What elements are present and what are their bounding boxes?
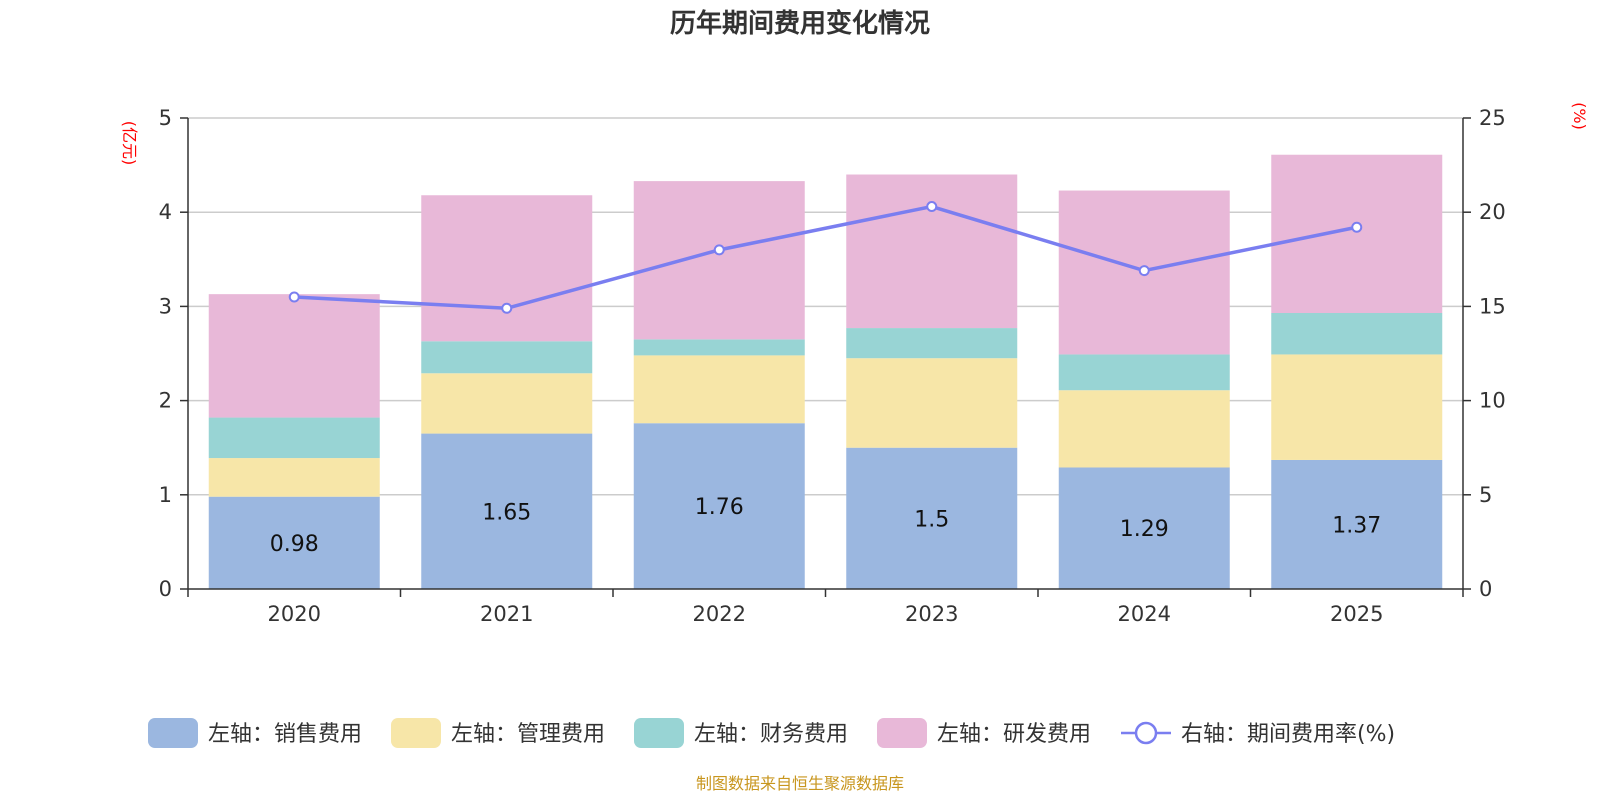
left-axis-tick-label: 5 (159, 106, 172, 130)
legend-label: 左轴：销售费用 (208, 722, 362, 747)
rate-point (288, 291, 300, 303)
rate-series-line (294, 204, 1358, 311)
legend-swatch (634, 718, 684, 748)
bar-segment (633, 355, 805, 424)
right-axis-tick-label: 25 (1479, 106, 1506, 130)
rate-point (926, 201, 938, 213)
source-note: 制图数据来自恒生聚源数据库 (696, 774, 904, 793)
bar-segment (633, 181, 805, 340)
right-axis-tick-label: 5 (1479, 483, 1492, 507)
left-axis-tick-label: 1 (159, 483, 172, 507)
legend: 左轴：销售费用 左轴：管理费用 左轴：财务费用 左轴：研发费用 右轴：期间费用率(%) (148, 718, 1395, 748)
bar-data-label: 1.76 (695, 495, 744, 520)
x-axis-tick-label: 2021 (480, 602, 533, 626)
bar-segment (421, 195, 593, 342)
legend-swatch (877, 718, 927, 748)
rate-point (1138, 265, 1150, 277)
bar-segment (846, 358, 1018, 448)
right-axis-tick-label: 0 (1479, 577, 1492, 601)
bar-segment (1058, 467, 1230, 589)
x-axis-tick-label: 2025 (1330, 602, 1383, 626)
legend-label: 左轴：财务费用 (694, 722, 848, 747)
legend-marker (1134, 721, 1158, 745)
bar-data-label: 1.29 (1120, 517, 1169, 542)
right-axis-tick-label: 15 (1479, 294, 1506, 318)
bar-segment (633, 423, 805, 589)
gridlines (188, 117, 1463, 496)
bar-segment (421, 341, 593, 374)
left-axis-unit-label: (亿元) (120, 121, 139, 166)
bar-segment (208, 294, 380, 418)
x-axis-tick-label: 2023 (905, 602, 958, 626)
bar-data-label: 1.5 (914, 507, 949, 532)
rate-point (501, 302, 513, 314)
legend-swatch (148, 718, 198, 748)
legend-label: 左轴：管理费用 (451, 722, 605, 747)
right-axis-tick-label: 10 (1479, 389, 1506, 413)
bar-segment (1271, 312, 1443, 355)
right-axis-unit-label: (%) (1570, 102, 1589, 130)
bar-segment (846, 174, 1018, 329)
right-axis-tick-label: 20 (1479, 200, 1506, 224)
bar-data-label: 1.37 (1332, 513, 1381, 538)
legend-label: 右轴：期间费用率(%) (1181, 722, 1395, 747)
rate-line (288, 201, 1363, 314)
bar-data-label: 1.65 (482, 500, 531, 525)
left-axis-tick-label: 4 (159, 200, 172, 224)
legend-label: 左轴：研发费用 (937, 722, 1091, 747)
bar-segment (846, 328, 1018, 359)
left-axis-tick-label: 3 (159, 294, 172, 318)
rate-point (713, 244, 725, 256)
x-axis-tick-label: 2022 (693, 602, 746, 626)
left-axis-tick-label: 2 (159, 389, 172, 413)
bar-segment (208, 417, 380, 459)
bar-segment (1271, 154, 1443, 313)
rate-point (1351, 221, 1363, 233)
bar-segment (1058, 354, 1230, 391)
bars: 0.98 1.65 1.76 1.5 1.29 1.37 (208, 154, 1443, 589)
bar-segment (208, 496, 380, 589)
bar-data-label: 0.98 (270, 532, 319, 557)
x-axis-tick-label: 2020 (268, 602, 321, 626)
chart-title: 历年期间费用变化情况 (670, 8, 930, 39)
bar-segment (1271, 354, 1443, 460)
bar-segment (1271, 459, 1443, 589)
bar-segment (208, 458, 380, 497)
legend-swatch (391, 718, 441, 748)
x-axis-tick-label: 2024 (1118, 602, 1171, 626)
bar-segment (846, 447, 1018, 589)
bar-segment (1058, 390, 1230, 468)
bar-segment (421, 373, 593, 434)
bar-segment (421, 433, 593, 589)
left-axis-tick-label: 0 (159, 577, 172, 601)
bar-segment (633, 339, 805, 356)
